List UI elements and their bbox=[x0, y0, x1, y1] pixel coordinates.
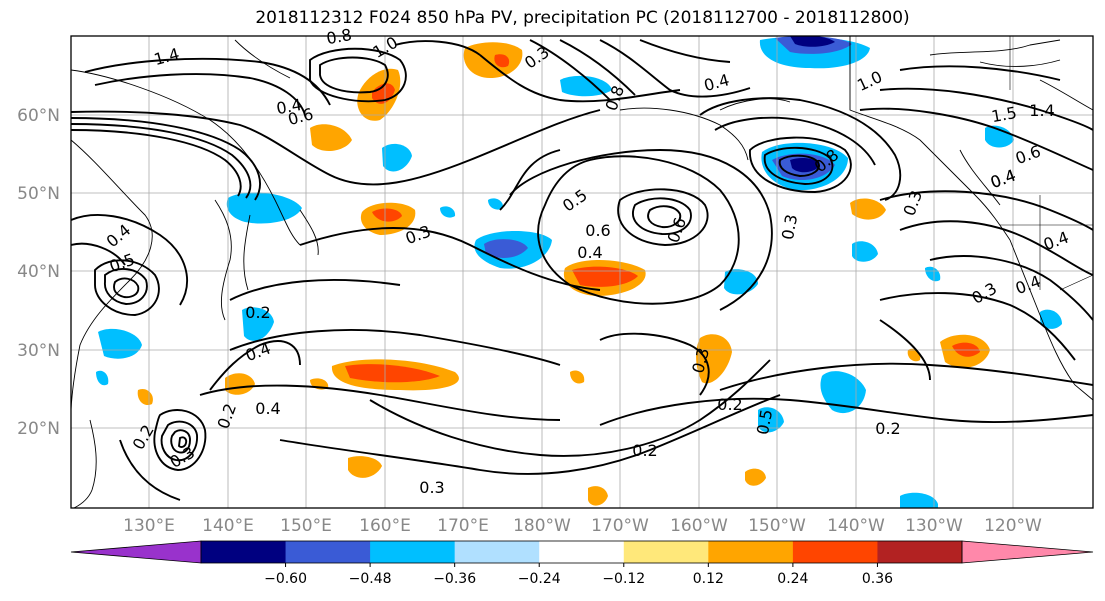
borders bbox=[1000, 36, 1093, 291]
contour-label: 0.5 bbox=[753, 408, 776, 436]
precip-patch bbox=[745, 468, 766, 486]
colorbar-segment bbox=[285, 541, 371, 563]
contour-label: 1.4 bbox=[1029, 101, 1054, 120]
precip-patch bbox=[488, 198, 504, 210]
precip-patch bbox=[372, 208, 402, 222]
precip-patch bbox=[226, 192, 302, 224]
lat-label: 20°N bbox=[17, 419, 60, 439]
precip-patch bbox=[758, 407, 784, 433]
pv-contours bbox=[71, 39, 1093, 501]
contour-label: 0.2 bbox=[717, 395, 742, 414]
precip-patch bbox=[850, 198, 886, 220]
lon-label: 130°E bbox=[123, 516, 175, 536]
precip-patch bbox=[242, 307, 274, 341]
precip-patch bbox=[1040, 309, 1062, 329]
lon-label: 180°W bbox=[513, 516, 571, 536]
precip-patch bbox=[98, 328, 142, 359]
colorbar-segment bbox=[370, 541, 456, 563]
lat-label: 50°N bbox=[17, 184, 60, 204]
colorbar-extend-high bbox=[961, 540, 1094, 564]
colorbar-segment bbox=[877, 541, 963, 563]
colorbar-tick-label: −0.36 bbox=[433, 571, 476, 587]
lon-label: 120°W bbox=[984, 516, 1042, 536]
precip-patch bbox=[790, 36, 835, 47]
contour-label: 0.2 bbox=[632, 441, 657, 460]
precip-patch bbox=[440, 206, 456, 218]
precip-patch bbox=[310, 124, 352, 152]
lon-label: 140°W bbox=[827, 516, 885, 536]
contour-label: 0.4 bbox=[275, 95, 303, 118]
contour-label: 0.8 bbox=[325, 25, 353, 48]
colorbar-segment bbox=[623, 541, 709, 563]
colorbar-tick-label: 0.36 bbox=[862, 571, 893, 587]
coastlines bbox=[71, 36, 1093, 508]
map-frame bbox=[70, 35, 1094, 509]
colorbar-segment bbox=[201, 541, 287, 563]
contour-label: 0.2 bbox=[875, 419, 900, 438]
precip-patch bbox=[96, 370, 109, 386]
precip-patch bbox=[345, 364, 440, 383]
precip-patch bbox=[985, 125, 1014, 148]
precip-patch bbox=[382, 143, 412, 172]
colorbar-ticks: −0.60 −0.48 −0.36 −0.24 −0.12 0.12 0.24 0.36 bbox=[264, 563, 893, 587]
precip-patch bbox=[225, 373, 255, 395]
contour-label: 0.6 bbox=[585, 221, 610, 240]
lon-label: 160°E bbox=[359, 516, 411, 536]
colorbar-segment bbox=[539, 541, 625, 563]
contour-label: 0.4 bbox=[255, 399, 280, 418]
colorbar-tick-label: 0.12 bbox=[693, 571, 724, 587]
colorbar-tick-label: −0.12 bbox=[602, 571, 645, 587]
lon-label: 160°W bbox=[670, 516, 728, 536]
colorbar-tick-label: −0.24 bbox=[518, 571, 561, 587]
longitude-labels: 130°E 140°E 150°E 160°E 170°E 180°W 170°… bbox=[123, 516, 1042, 536]
contour-label: 0.3 bbox=[778, 213, 801, 241]
precip-patch bbox=[484, 239, 528, 258]
map-title: 2018112312 F024 850 hPa PV, precipitatio… bbox=[255, 8, 910, 28]
colorbar-segment bbox=[708, 541, 794, 563]
precip-patch bbox=[463, 42, 523, 78]
lat-label: 40°N bbox=[17, 262, 60, 282]
colorbar-segment bbox=[454, 541, 540, 563]
lon-label: 140°E bbox=[202, 516, 254, 536]
latitude-labels: 60°N 50°N 40°N 30°N 20°N bbox=[17, 106, 60, 439]
colorbar-tick-label: 0.24 bbox=[777, 571, 808, 587]
contour-label: 1.5 bbox=[990, 103, 1018, 126]
lon-label: 170°W bbox=[591, 516, 649, 536]
colorbar-extend-low bbox=[70, 540, 202, 564]
precip-patch bbox=[588, 486, 608, 506]
lon-label: 150°E bbox=[280, 516, 332, 536]
precip-patch bbox=[852, 241, 878, 262]
precip-patch bbox=[790, 158, 820, 173]
colorbar-tick-label: −0.48 bbox=[349, 571, 392, 587]
lat-label: 60°N bbox=[17, 106, 60, 126]
contour-label: 0.2 bbox=[245, 303, 270, 322]
colorbar-tick-label: −0.60 bbox=[264, 571, 307, 587]
precip-patch bbox=[560, 75, 612, 97]
lat-label: 30°N bbox=[17, 341, 60, 361]
lon-label: 150°W bbox=[748, 516, 806, 536]
precip-patch bbox=[696, 334, 732, 384]
precip-patch bbox=[900, 492, 938, 508]
contour-label: 0.4 bbox=[577, 243, 602, 262]
precip-patch bbox=[820, 371, 866, 414]
lon-label: 130°W bbox=[905, 516, 963, 536]
colorbar-segment bbox=[792, 541, 878, 563]
precip-patch bbox=[570, 370, 585, 384]
contour-label: 0.3 bbox=[419, 478, 444, 497]
lon-label: 170°E bbox=[437, 516, 489, 536]
precip-patch bbox=[925, 266, 941, 282]
colorbar bbox=[70, 540, 1094, 564]
precip-patch bbox=[572, 266, 638, 287]
precip-patch bbox=[348, 456, 382, 478]
colorbar-frame bbox=[200, 540, 963, 564]
precip-patch bbox=[494, 54, 510, 68]
